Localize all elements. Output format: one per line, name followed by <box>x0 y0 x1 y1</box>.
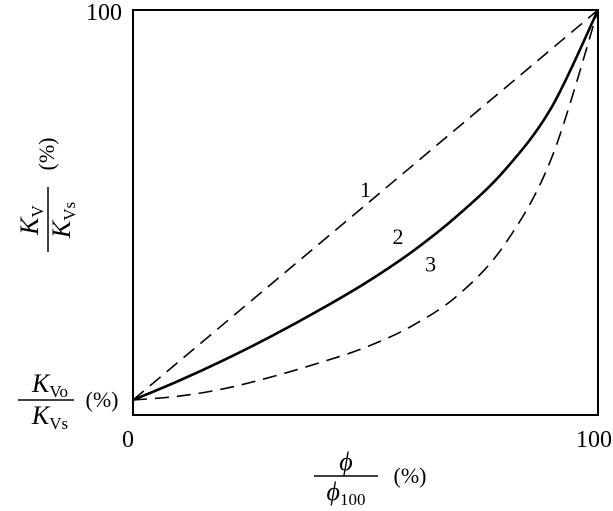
origin-denominator-sub: Vs <box>49 414 68 433</box>
xlabel-unit: (%) <box>394 463 427 488</box>
origin-numerator: K <box>31 369 51 398</box>
origin-denominator: K <box>31 401 51 430</box>
plot-frame <box>132 9 599 416</box>
series-2-line <box>132 9 600 402</box>
svg-text:KVo: KVo <box>31 369 68 401</box>
xlabel-denominator-sub: 100 <box>340 490 366 509</box>
x-tick-label-0: 0 <box>122 427 134 453</box>
origin-unit: (%) <box>86 387 119 412</box>
series-2-label: 2 <box>393 224 404 249</box>
xlabel-denominator: ϕ <box>327 477 340 506</box>
svg-text:ϕ100: ϕ100 <box>327 477 366 509</box>
x-tick-label-100: 100 <box>576 427 612 453</box>
ylabel-numerator: K <box>15 216 44 236</box>
series-3-line <box>132 9 599 401</box>
y-axis-label: KV KVs (%) <box>15 138 79 252</box>
origin-numerator-sub: Vo <box>49 382 68 401</box>
y-tick-label-100: 100 <box>86 0 122 26</box>
ylabel-denominator-sub: Vs <box>60 202 79 221</box>
series-3-label: 3 <box>425 251 436 276</box>
series-1-label: 1 <box>360 177 371 202</box>
series-layer: 123 <box>132 9 600 402</box>
svg-text:KV: KV <box>15 204 47 235</box>
x-axis-label: ϕ ϕ100 (%) <box>314 447 426 509</box>
ylabel-denominator: K <box>47 219 76 239</box>
y-origin-label: KVo KVs (%) <box>18 369 118 433</box>
ylabel-numerator-sub: V <box>28 204 47 217</box>
svg-text:KVs: KVs <box>47 202 79 239</box>
xlabel-numerator: ϕ <box>339 447 352 476</box>
ylabel-unit: (%) <box>34 138 59 171</box>
svg-text:KVs: KVs <box>31 401 68 433</box>
series-1-line <box>132 9 599 401</box>
